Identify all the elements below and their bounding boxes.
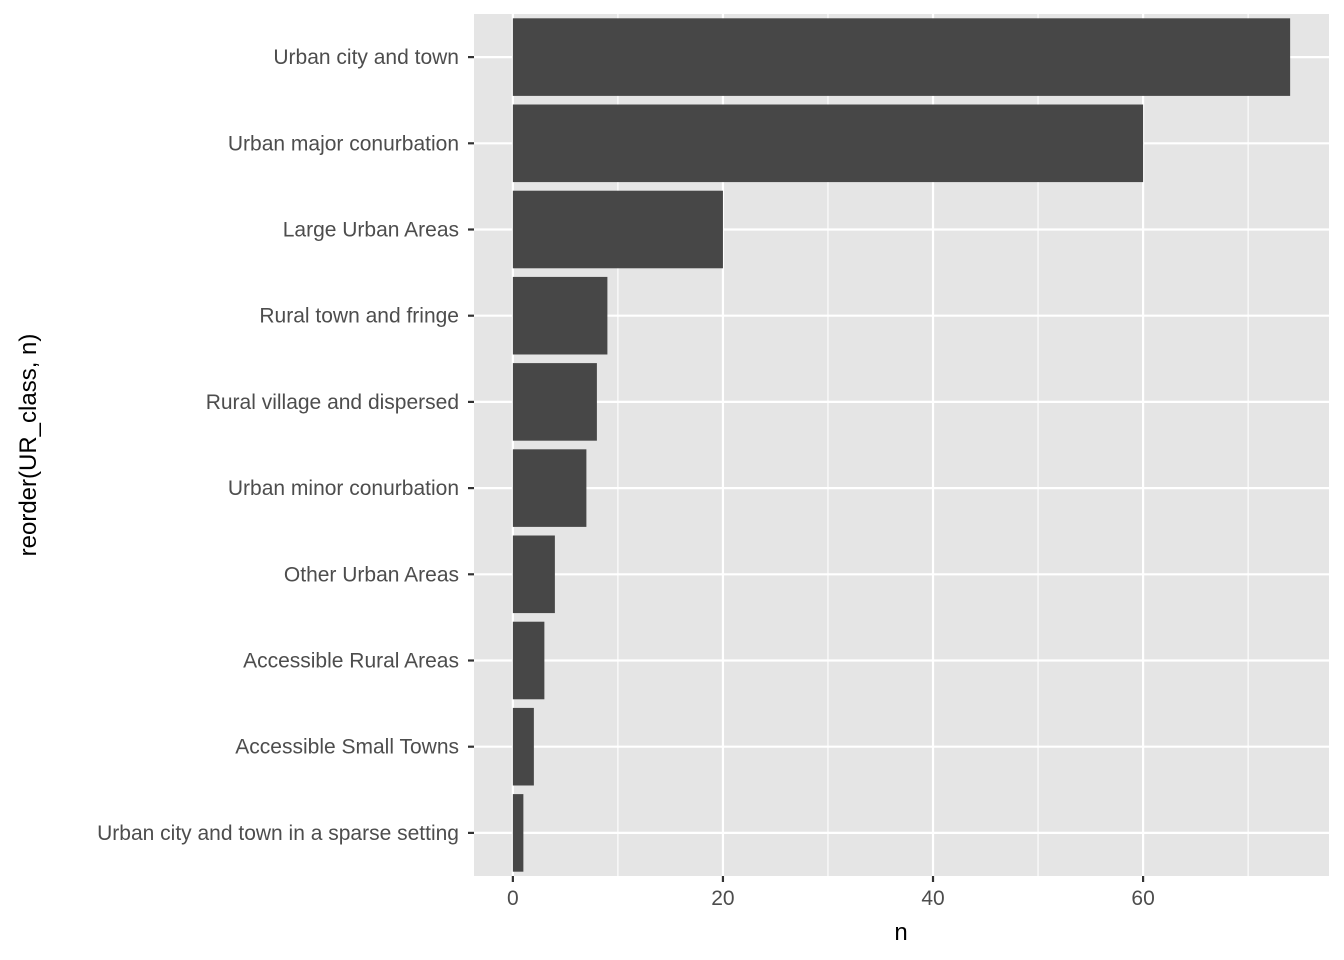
y-tick-label: Urban minor conurbation	[228, 477, 459, 500]
x-tick-label: 20	[711, 887, 734, 910]
bar	[512, 707, 534, 786]
y-tick-label: Rural town and fringe	[259, 305, 459, 328]
bar	[512, 794, 524, 872]
y-tick-label: Large Urban Areas	[283, 219, 459, 242]
bar	[512, 621, 545, 700]
bar	[512, 104, 1144, 183]
y-tick-label: Urban city and town	[273, 46, 459, 69]
y-tick-label: Other Urban Areas	[284, 563, 459, 586]
bar	[512, 18, 1291, 96]
y-tick-label: Accessible Rural Areas	[243, 650, 459, 673]
y-tick-label: Rural village and dispersed	[206, 391, 459, 414]
bar	[512, 535, 555, 614]
y-axis-title: reorder(UR_class, n)	[15, 334, 42, 557]
x-tick-label: 60	[1131, 887, 1154, 910]
x-axis-title: n	[894, 919, 907, 946]
x-tick-label: 40	[921, 887, 944, 910]
bar	[512, 190, 723, 269]
bar	[512, 276, 608, 355]
bar	[512, 449, 587, 527]
y-tick-label: Accessible Small Towns	[235, 736, 459, 759]
bar	[512, 363, 597, 441]
y-tick-label: Urban major conurbation	[228, 132, 459, 155]
y-tick-label: Urban city and town in a sparse setting	[97, 822, 459, 845]
y-axis: Urban city and town Urban major conurbat…	[97, 46, 474, 845]
x-tick-label: 0	[507, 887, 519, 910]
bars	[512, 18, 1291, 872]
x-axis: 0 20 40 60	[507, 876, 1155, 910]
